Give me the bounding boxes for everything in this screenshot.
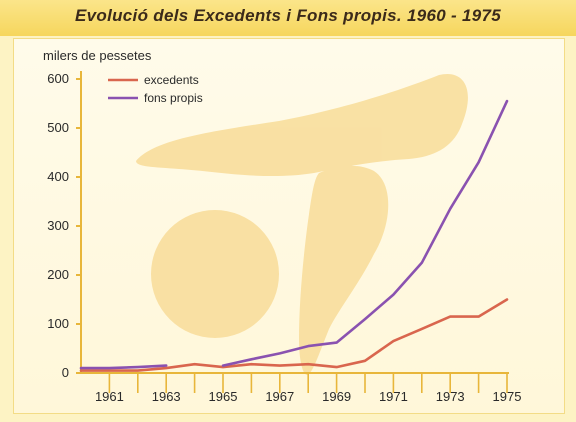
x-ticks: 1961 1963 1965 1967 1969 1971 1973 1975 [95,373,522,404]
x-tick-label: 1969 [322,389,351,404]
x-tick-label: 1963 [152,389,181,404]
chart-plot: 0 100 200 300 400 500 600 1961 1963 1965 1967 1969… [43,48,522,404]
y-tick-label: 0 [62,365,69,380]
y-tick-label: 100 [47,316,69,331]
y-tick-label: 600 [47,71,69,86]
axes [80,71,509,374]
background-logo [136,73,468,375]
y-tick-label: 200 [47,267,69,282]
x-tick-label: 1973 [436,389,465,404]
y-tick-label: 500 [47,120,69,135]
x-tick-label: 1961 [95,389,124,404]
chart-frame: 0 100 200 300 400 500 600 1961 1963 1965 1967 1969… [13,38,565,414]
series-lines [79,99,509,372]
series-line-fons-propis [79,364,168,370]
y-ticks: 0 100 200 300 400 500 600 [47,71,81,380]
background-logo-shape [136,73,468,375]
y-tick-label: 400 [47,169,69,184]
series-line-fons-propis [221,99,509,367]
x-tick-label: 1965 [209,389,238,404]
legend-label: fons propis [144,91,203,105]
background-logo-circle [151,210,279,338]
legend: excedents fons propis [108,73,203,105]
y-tick-label: 300 [47,218,69,233]
x-tick-label: 1975 [493,389,522,404]
x-tick-label: 1967 [265,389,294,404]
x-tick-label: 1971 [379,389,408,404]
y-axis-label: milers de pessetes [43,48,152,63]
title-bar: Evolució dels Excedents i Fons propis. 1… [0,0,576,36]
legend-label: excedents [144,73,199,87]
chart-title: Evolució dels Excedents i Fons propis. 1… [75,6,501,25]
series-line-excedents [79,298,509,372]
